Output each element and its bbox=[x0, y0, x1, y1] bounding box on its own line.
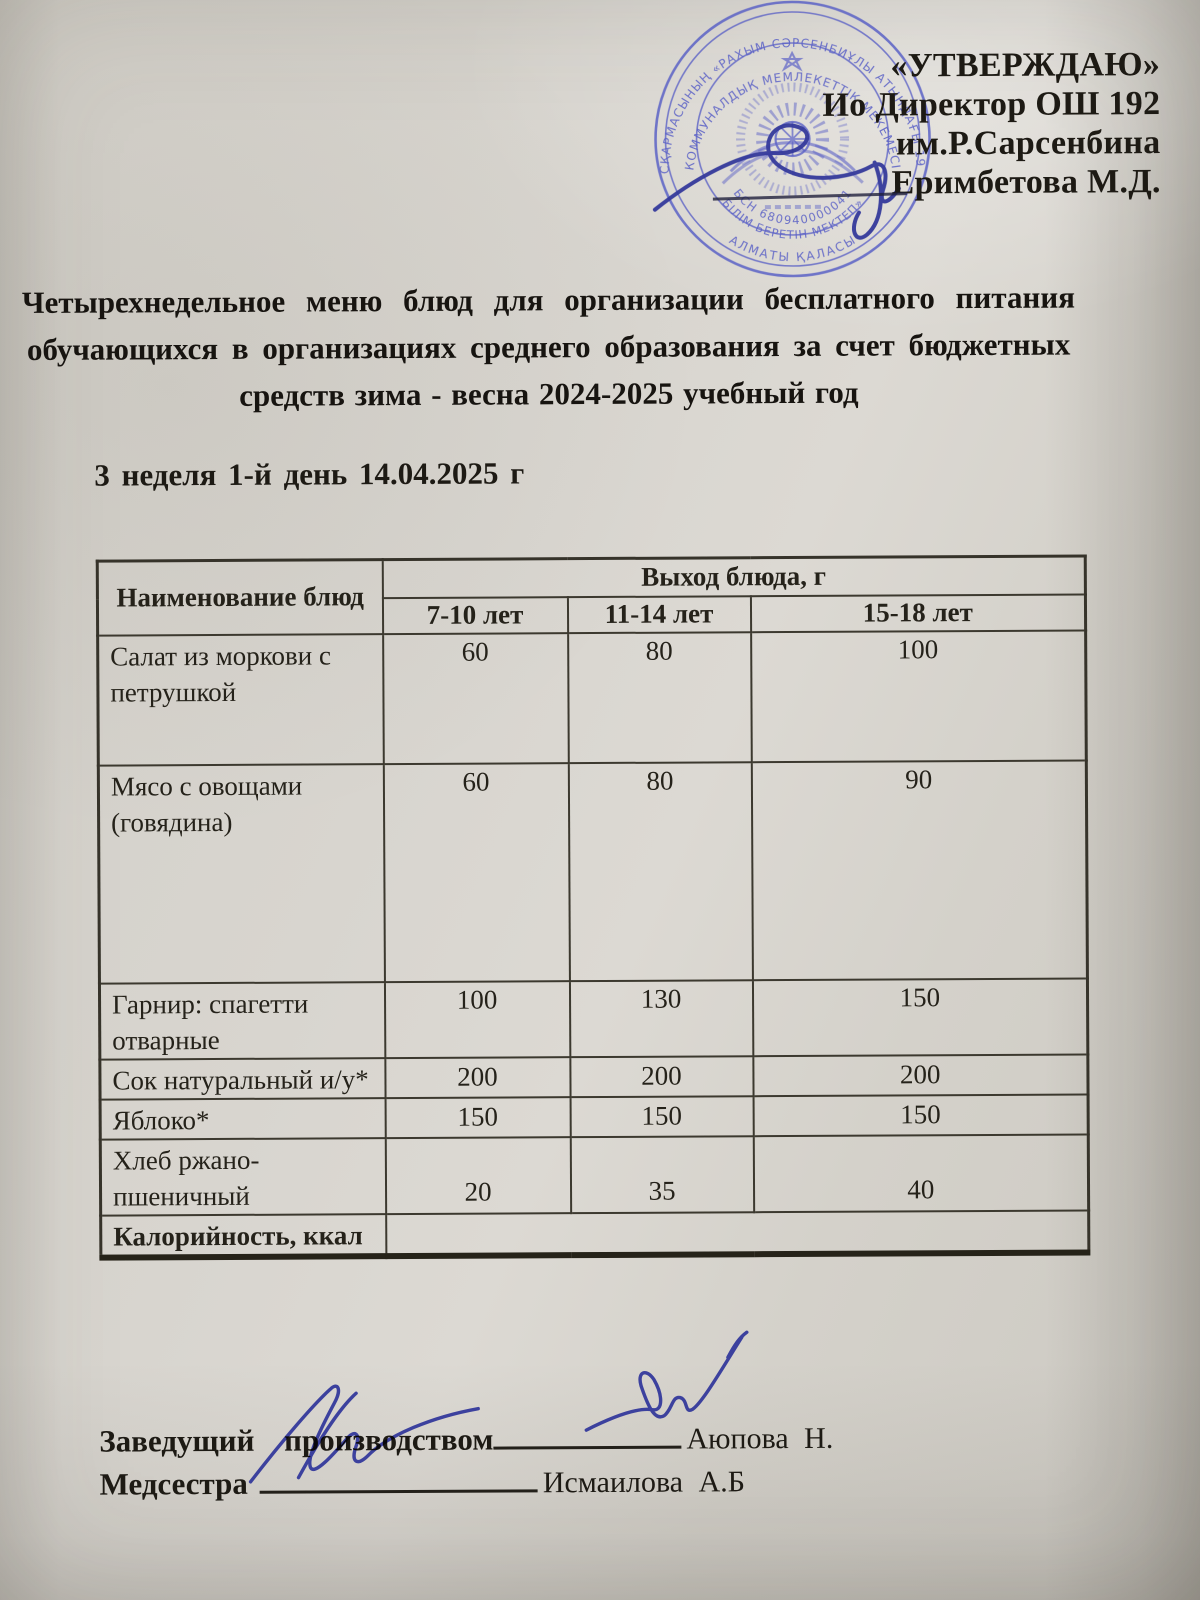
head-of-production-signature bbox=[584, 1330, 749, 1432]
nurse-label: Медсестра bbox=[99, 1465, 248, 1502]
approval-director-name: Еримбетова М.Д. bbox=[891, 163, 1161, 202]
title-line-3: средств зима - весна 2024-2025 учебный г… bbox=[239, 374, 859, 413]
yield-value-cell: 150 bbox=[753, 1093, 1089, 1136]
dish-name-cell: Гарнир: спагетти отварные bbox=[99, 981, 385, 1060]
approval-position: Ио Директор ОШ 192 bbox=[822, 85, 1161, 124]
menu-table: Наименование блюд Выход блюда, г 7-10 ле… bbox=[95, 554, 1091, 1261]
table-row: Мясо с овощами (говядина) 60 80 90 bbox=[98, 759, 1088, 984]
yield-value-cell: 60 bbox=[382, 632, 569, 764]
yield-value-cell: 130 bbox=[569, 979, 753, 1057]
yield-value-cell: 150 bbox=[752, 977, 1088, 1056]
age-header-15-18: 15-18 лет bbox=[750, 593, 1086, 632]
document-title: Четырехнедельное меню блюд для организац… bbox=[5, 273, 1092, 420]
dish-name-cell: Сок натуральный и/у* bbox=[99, 1057, 386, 1100]
yield-value-cell: 90 bbox=[751, 759, 1088, 980]
yield-value-cell: 60 bbox=[383, 762, 570, 982]
title-line-1: Четырехнедельное меню блюд для организац… bbox=[21, 279, 1076, 321]
week-day-date: 3 неделя 1-й день 14.04.2025 г bbox=[94, 455, 525, 493]
star-icon bbox=[780, 50, 804, 72]
dish-name-cell: Яблоко* bbox=[100, 1097, 386, 1140]
yield-value-cell: 200 bbox=[384, 1056, 571, 1098]
approval-quote: «УТВЕРЖДАЮ» bbox=[890, 46, 1161, 85]
dish-name-header: Наименование блюд bbox=[97, 559, 383, 636]
yield-value-cell: 200 bbox=[569, 1055, 754, 1097]
calories-label: Калорийность, ккал bbox=[100, 1213, 386, 1258]
title-line-2: обучающихся в организациях среднего обра… bbox=[26, 326, 1071, 367]
dish-name-cell: Мясо с овощами (говядина) bbox=[98, 763, 385, 984]
official-stamp: БІЛІМ БАСҚАРМАСЫНЫҢ «РАХЫМ СӘРСЕНБИҰЛЫ А… bbox=[634, 0, 931, 278]
dish-name-cell: Хлеб ржано-пшеничный bbox=[100, 1137, 386, 1216]
age-header-11-14: 11-14 лет bbox=[567, 595, 751, 633]
yield-value-cell: 200 bbox=[752, 1053, 1089, 1096]
shanyrak-icon bbox=[775, 121, 810, 156]
director-signature bbox=[652, 123, 901, 240]
approval-school-name: им.Р.Сарсенбина bbox=[895, 124, 1161, 163]
table-row: Яблоко* 150 150 150 bbox=[100, 1093, 1089, 1140]
table-row: Салат из моркови с петрушкой 60 80 100 bbox=[97, 629, 1087, 766]
table-header-row: Наименование блюд Выход блюда, г bbox=[97, 555, 1086, 636]
calories-value-cell bbox=[385, 1209, 1089, 1256]
table-row: Гарнир: спагетти отварные 100 130 150 bbox=[99, 977, 1088, 1060]
yield-value-cell: 100 bbox=[384, 980, 570, 1058]
age-header-7-10: 7-10 лет bbox=[382, 596, 568, 634]
yield-value-cell: 20 bbox=[385, 1136, 571, 1214]
yield-value-cell: 35 bbox=[570, 1135, 754, 1213]
dish-name-cell: Салат из моркови с петрушкой bbox=[97, 633, 384, 766]
yield-value-cell: 150 bbox=[570, 1095, 754, 1137]
yield-value-cell: 150 bbox=[385, 1096, 571, 1138]
yield-group-header: Выход блюда, г bbox=[382, 555, 1086, 598]
calories-row: Калорийность, ккал bbox=[100, 1209, 1089, 1258]
approval-block: «УТВЕРЖДАЮ» Ио Директор ОШ 192 им.Р.Сарс… bbox=[822, 45, 1161, 203]
nurse-signature bbox=[248, 1384, 480, 1484]
nurse-name: Исмаилова А.Б bbox=[542, 1465, 746, 1500]
yield-value-cell: 80 bbox=[568, 761, 753, 981]
yield-value-cell: 100 bbox=[750, 629, 1087, 762]
yield-value-cell: 40 bbox=[753, 1133, 1089, 1212]
yield-value-cell: 80 bbox=[567, 631, 752, 763]
table-row: Хлеб ржано-пшеничный 20 35 40 bbox=[100, 1133, 1089, 1216]
table-row: Сок натуральный и/у* 200 200 200 bbox=[99, 1053, 1089, 1100]
